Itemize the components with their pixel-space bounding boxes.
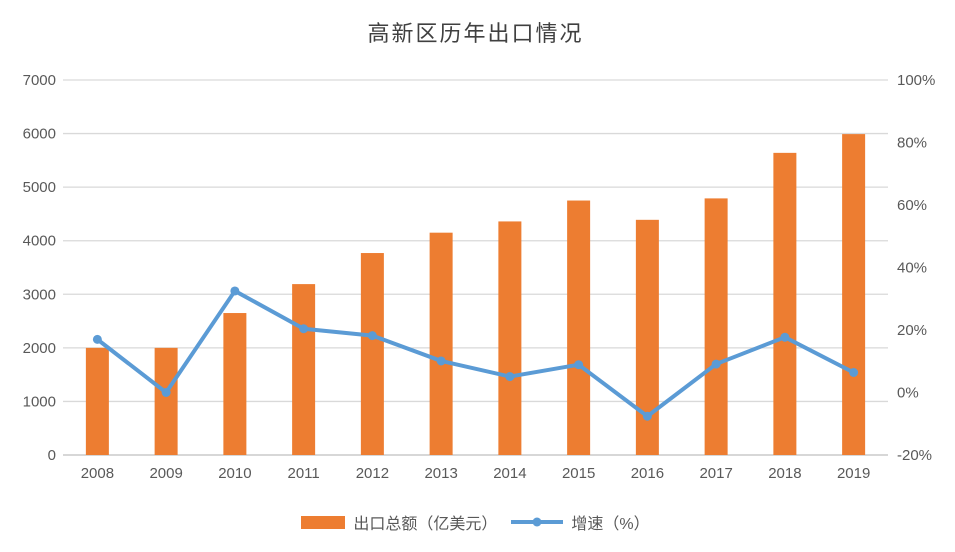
right-axis-tick-label: 100%	[897, 72, 935, 89]
right-axis-tick-label: 20%	[897, 322, 927, 339]
growth-point	[574, 360, 584, 370]
x-axis-tick-label: 2010	[218, 465, 251, 482]
growth-line	[95, 288, 856, 419]
growth-point	[849, 368, 859, 377]
export-bar	[498, 221, 522, 455]
growth-point	[642, 411, 652, 421]
left-axis-tick-label: 1000	[23, 393, 56, 410]
x-axis-tick-label: 2009	[149, 465, 182, 482]
export-bar	[292, 284, 316, 455]
x-axis-tick-label: 2012	[356, 465, 389, 482]
left-axis-tick-label: 6000	[23, 126, 56, 143]
legend-line-label: 增速（%）	[571, 516, 650, 533]
right-axis-tick-label: 40%	[897, 260, 927, 277]
growth-point	[505, 372, 515, 382]
right-axis-tick-label: 60%	[897, 197, 927, 214]
x-axis-tick-label: 2018	[768, 465, 801, 482]
left-axis-tick-label: 0	[48, 447, 56, 464]
growth-point	[161, 388, 171, 397]
line-series-swatch-icon	[511, 517, 564, 527]
left-axis-tick-label: 7000	[23, 72, 56, 89]
export-bar	[360, 253, 384, 455]
left-axis-tick-label: 2000	[23, 340, 56, 357]
x-axis-tick-label: 2013	[424, 465, 457, 482]
x-axis-tick-label: 2016	[631, 465, 664, 482]
chart-canvas: 0 1000 2000 3000 4000 5000 6000 7000 -20% 0% 20% 40…	[23, 72, 936, 482]
growth-point	[367, 331, 377, 341]
growth-point	[780, 332, 790, 342]
x-axis-tick-label: 2011	[287, 465, 319, 482]
x-axis-tick-label: 2015	[562, 465, 595, 482]
x-axis-tick-label: 2008	[81, 465, 114, 482]
export-bar	[704, 198, 728, 455]
export-bar	[85, 347, 109, 455]
growth-point	[230, 286, 240, 296]
export-bar	[223, 313, 247, 455]
export-bar	[567, 200, 591, 455]
legend-item-exports: 出口总额（亿美元）	[301, 510, 497, 534]
export-bar	[773, 152, 797, 455]
export-bar	[842, 134, 866, 455]
right-axis-tick-label: 80%	[897, 135, 927, 152]
x-axis-tick-label: 2017	[699, 465, 732, 482]
bar-series-swatch-icon	[301, 515, 346, 529]
growth-point	[436, 356, 446, 366]
chart-title: 高新区历年出口情况	[367, 21, 584, 46]
x-axis-tick-label: 2019	[837, 465, 870, 482]
export-bar	[429, 232, 453, 455]
growth-point	[711, 359, 721, 369]
export-bar	[635, 219, 659, 455]
x-axis-tick-label: 2014	[493, 465, 526, 482]
growth-point	[299, 324, 309, 334]
growth-point	[92, 334, 102, 344]
export-bar	[154, 347, 178, 455]
legend-item-growth: 增速（%）	[511, 510, 650, 534]
legend-bar-label: 出口总额（亿美元）	[353, 516, 498, 533]
left-axis-tick-label: 3000	[23, 286, 56, 303]
chart-legend: 出口总额（亿美元） 增速（%）	[63, 510, 888, 534]
left-axis-tick-label: 5000	[23, 179, 56, 196]
left-axis-tick-label: 4000	[23, 233, 56, 250]
right-axis-tick-label: 0%	[897, 385, 919, 402]
right-axis-tick-label: -20%	[897, 447, 932, 464]
